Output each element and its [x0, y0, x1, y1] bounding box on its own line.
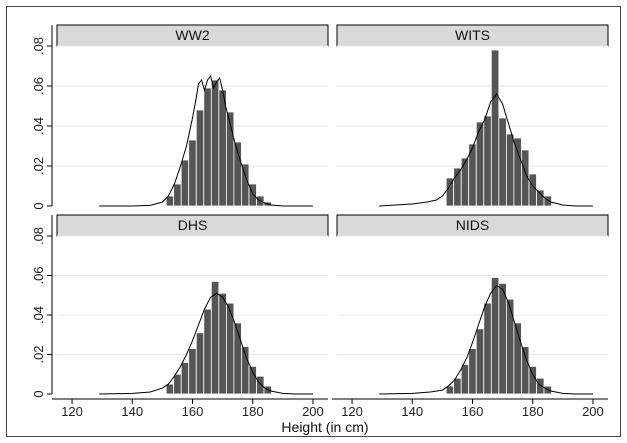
- histogram-bar: [543, 195, 552, 207]
- histogram-bar: [218, 89, 227, 207]
- y-tick-label: .04: [31, 306, 46, 324]
- y-tick-label: .08: [31, 227, 46, 245]
- histogram-bar: [248, 183, 257, 207]
- panel-strip-label: WITS: [455, 27, 490, 43]
- histogram-bar: [468, 348, 477, 395]
- histogram-bar: [475, 328, 485, 395]
- x-tick-label: 140: [121, 404, 143, 419]
- panel-nids: NIDS: [336, 214, 609, 395]
- histogram-bar: [498, 282, 507, 395]
- panel-strip-label: NIDS: [456, 217, 489, 233]
- y-tick-label: .02: [31, 157, 46, 175]
- histogram-bar: [513, 137, 522, 207]
- histogram-bar: [528, 365, 537, 395]
- histogram-bar: [460, 157, 470, 207]
- histogram-bar: [173, 373, 182, 395]
- histogram-bar: [188, 139, 197, 207]
- x-axis-title: Height (in cm): [281, 419, 368, 435]
- histogram-bar: [256, 375, 265, 395]
- x-tick-label: 200: [582, 404, 604, 419]
- y-tick-label: 0: [31, 202, 46, 209]
- histogram-bar: [241, 163, 250, 207]
- histogram-bar: [498, 117, 507, 207]
- histogram-bar: [536, 189, 545, 207]
- y-tick-label: .02: [31, 345, 46, 363]
- histogram-bar: [218, 292, 227, 395]
- histogram-bar: [528, 173, 537, 207]
- y-tick-label: .04: [31, 117, 46, 135]
- plot-root: WW2 WITS DHS NIDS 0 .02 .04 .06 .08 0 .02 .04 .06 .08…: [31, 24, 609, 419]
- histogram-bar: [195, 332, 205, 395]
- histogram-bar: [536, 377, 545, 395]
- histogram-bar: [180, 361, 190, 395]
- histogram-bar: [233, 322, 242, 395]
- histogram-bar: [165, 383, 175, 395]
- histogram-bar: [460, 363, 470, 395]
- x-tick-label: 120: [61, 404, 83, 419]
- density-curve: [99, 74, 313, 207]
- histogram-bar: [445, 177, 455, 207]
- x-tick-label: 200: [302, 404, 324, 419]
- histogram-bar: [203, 308, 212, 395]
- panel-dhs: DHS: [56, 214, 329, 395]
- panel-ww2: WW2: [56, 24, 329, 207]
- x-tick-label: 140: [401, 404, 423, 419]
- x-tick-label: 120: [341, 404, 363, 419]
- histogram-bar: [453, 377, 462, 395]
- y-tick-label: .08: [31, 37, 46, 55]
- panel-strip-label: DHS: [178, 217, 208, 233]
- x-tick-label: 160: [462, 404, 484, 419]
- histogram-bar: [521, 346, 530, 395]
- histogram-bar: [173, 183, 182, 207]
- panel-wits: WITS: [336, 24, 609, 207]
- x-tick-label: 180: [242, 404, 264, 419]
- histogram-bar: [203, 87, 212, 207]
- density-curve: [379, 284, 593, 395]
- histogram-bar: [225, 111, 235, 207]
- histogram-bar: [490, 49, 500, 207]
- histogram-bar: [490, 277, 500, 395]
- x-tick-label: 160: [182, 404, 204, 419]
- histogram-bar: [180, 159, 190, 207]
- histogram-bar: [210, 281, 220, 395]
- histogram-bar: [505, 298, 515, 395]
- y-tick-label: .06: [31, 266, 46, 284]
- histogram-bar: [188, 348, 197, 395]
- panel-strip-label: WW2: [175, 27, 209, 43]
- histogram-bar: [195, 109, 205, 207]
- density-curve: [99, 292, 313, 395]
- y-tick-label: 0: [31, 390, 46, 397]
- histogram-bar: [248, 365, 257, 395]
- y-tick-label: .06: [31, 77, 46, 95]
- histogram-bar: [210, 79, 220, 207]
- histogram-bar: [483, 115, 492, 207]
- x-tick-label: 180: [522, 404, 544, 419]
- density-curve: [379, 93, 593, 207]
- histogram-bar: [483, 302, 492, 395]
- histogram-bar: [505, 133, 515, 207]
